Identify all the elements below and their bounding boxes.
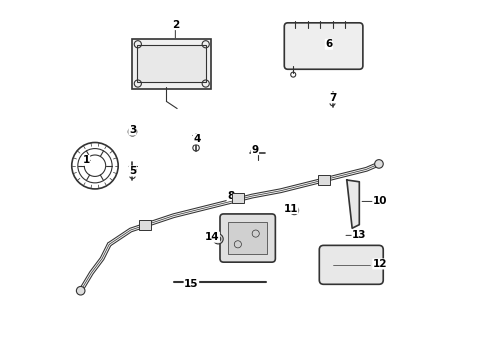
FancyBboxPatch shape bbox=[228, 222, 267, 254]
FancyBboxPatch shape bbox=[220, 214, 275, 262]
Text: 12: 12 bbox=[373, 259, 387, 269]
Text: 13: 13 bbox=[352, 230, 367, 240]
Circle shape bbox=[213, 234, 223, 244]
FancyBboxPatch shape bbox=[139, 220, 151, 230]
Text: 9: 9 bbox=[251, 145, 259, 155]
Text: 6: 6 bbox=[325, 39, 333, 49]
Text: 3: 3 bbox=[129, 125, 136, 135]
Circle shape bbox=[375, 159, 383, 168]
FancyBboxPatch shape bbox=[319, 246, 383, 284]
FancyBboxPatch shape bbox=[132, 39, 211, 89]
FancyBboxPatch shape bbox=[284, 23, 363, 69]
Text: 1: 1 bbox=[82, 156, 90, 165]
Text: 2: 2 bbox=[172, 19, 179, 30]
Text: 8: 8 bbox=[227, 191, 234, 201]
Text: 11: 11 bbox=[284, 203, 298, 213]
Text: 7: 7 bbox=[329, 93, 336, 103]
Text: 5: 5 bbox=[129, 166, 136, 176]
FancyBboxPatch shape bbox=[318, 175, 330, 185]
Text: 4: 4 bbox=[193, 134, 200, 144]
Circle shape bbox=[76, 287, 85, 295]
FancyBboxPatch shape bbox=[232, 193, 244, 203]
FancyBboxPatch shape bbox=[137, 45, 206, 82]
Text: 14: 14 bbox=[205, 232, 220, 242]
Text: 15: 15 bbox=[184, 279, 198, 289]
Text: 10: 10 bbox=[373, 197, 387, 206]
Polygon shape bbox=[347, 180, 359, 228]
